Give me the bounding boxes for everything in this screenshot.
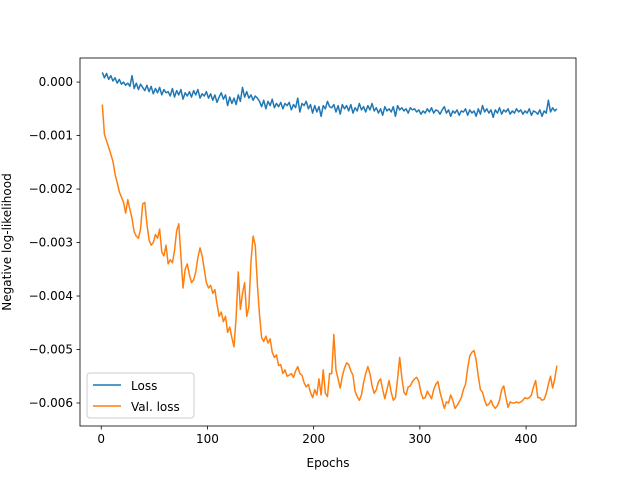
legend-label-val-loss: Val. loss (131, 400, 180, 414)
y-tick-label: −0.004 (29, 289, 73, 303)
y-tick-label: −0.003 (29, 236, 73, 250)
x-tick-label: 300 (408, 432, 431, 446)
series-line-val-loss (101, 104, 558, 410)
legend: Loss Val. loss (86, 372, 195, 419)
y-tick-label: −0.006 (29, 396, 73, 410)
series-layer (101, 72, 558, 410)
x-tick-label: 100 (196, 432, 219, 446)
legend-label-loss: Loss (131, 379, 157, 393)
series-line-loss (101, 72, 558, 119)
y-axis-label: Negative log-likelihood (0, 173, 14, 310)
y-tick-label: −0.001 (29, 129, 73, 143)
x-axis-label: Epochs (307, 456, 350, 470)
y-tick-label: −0.005 (29, 343, 73, 357)
plot-area-frame (79, 57, 577, 427)
x-tick-label: 200 (302, 432, 325, 446)
x-axis-ticks: 0 100 200 300 400 (97, 426, 538, 446)
y-tick-label: −0.002 (29, 182, 73, 196)
x-tick-label: 0 (97, 432, 105, 446)
x-tick-label: 400 (515, 432, 538, 446)
y-axis-ticks: 0.000 −0.001 −0.002 −0.003 −0.004 −0.005 −0.00… (29, 75, 80, 410)
y-tick-label: 0.000 (39, 75, 73, 89)
